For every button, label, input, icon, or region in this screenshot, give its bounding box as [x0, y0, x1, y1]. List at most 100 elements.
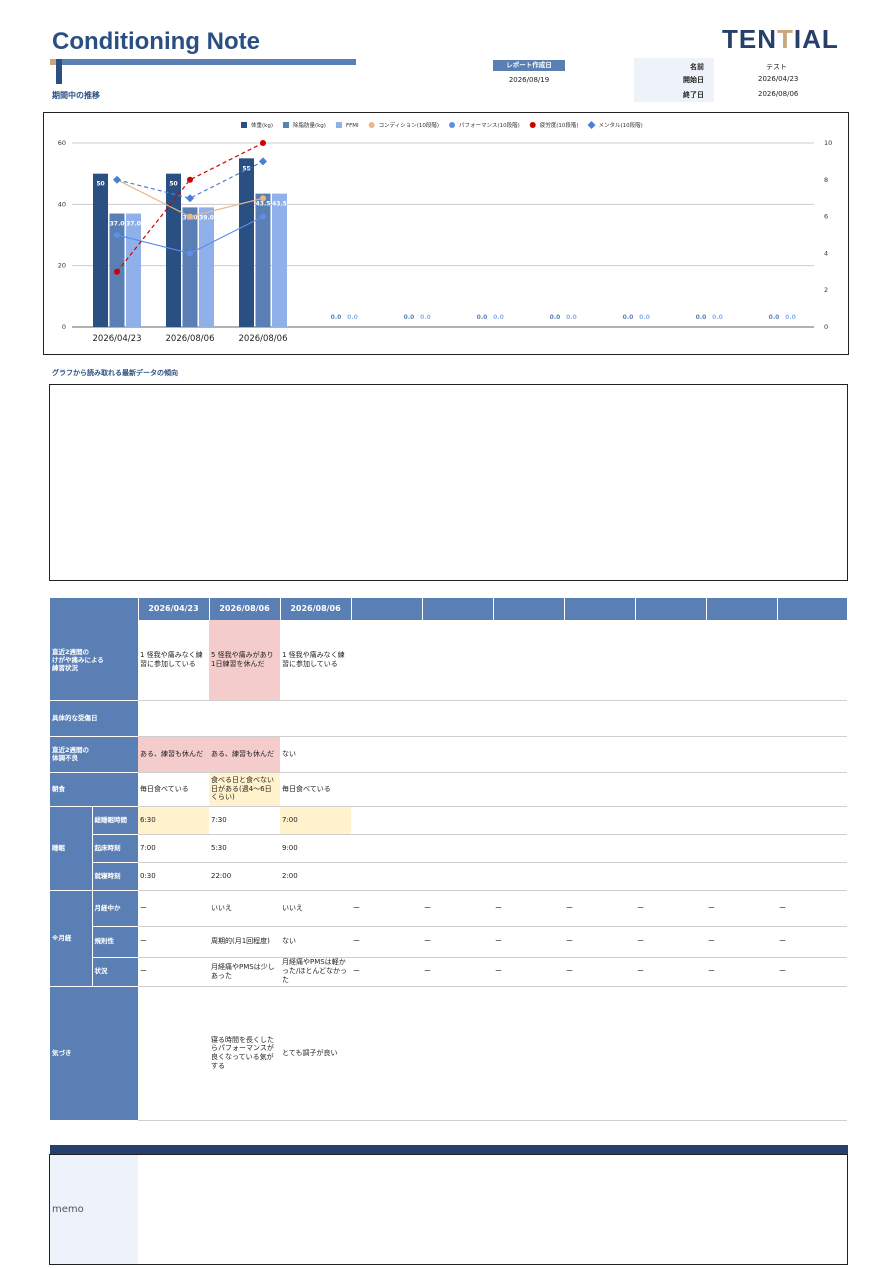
data-label: 37.0	[126, 221, 141, 228]
memo-header-bar	[50, 1145, 848, 1154]
legend-swatch	[587, 121, 596, 129]
sleep-total-cell: 6:30	[138, 806, 209, 835]
memo-label: memo	[52, 1204, 84, 1215]
date-col-1: 2026/08/06	[209, 598, 281, 620]
data-label: 0.0	[566, 314, 577, 321]
bar	[239, 158, 254, 327]
data-label-bg	[255, 198, 271, 208]
trend-section-label: グラフから読み取れる最新データの傾向	[52, 369, 178, 377]
memo-text-area[interactable]	[49, 1154, 848, 1265]
y-left-tick: 0	[62, 323, 66, 331]
table-row: ※月経 月経中か ー いいえ いいえ ー ー ー ー ー ー ー	[50, 890, 847, 987]
notes-cell-empty	[351, 986, 847, 1121]
data-label: 0.0	[404, 314, 415, 321]
breakfast-row-label: 朝食	[50, 772, 138, 807]
regularity-cell: ー	[422, 926, 493, 958]
table-row: 就寝時刻 0:30 22:00 2:00	[50, 862, 847, 891]
y-right-tick: 2	[824, 286, 828, 294]
notes-cell	[138, 986, 209, 1121]
date-col-3	[351, 598, 423, 620]
regularity-cell: ー	[706, 926, 777, 958]
legend-label: FFMI	[346, 123, 359, 129]
menses-now-cell: いいえ	[209, 890, 280, 927]
y-right-tick: 0	[824, 323, 828, 331]
notes-row-label: 気づき	[50, 986, 138, 1121]
menses-now-label: 月経中か	[91, 890, 138, 927]
series-point	[187, 176, 193, 183]
menses-now-cell: いいえ	[280, 890, 351, 927]
menses-now-cell: ー	[138, 890, 209, 927]
injury-row-label: 直近2週間の けがや痛みによる 練習状況	[50, 620, 138, 701]
sleep-total-empty	[351, 806, 847, 835]
data-label: 0.0	[639, 314, 650, 321]
table-row: 睡眠 総睡眠時間 6:30 7:30 7:00	[50, 806, 847, 891]
bar	[272, 193, 287, 327]
injury-cell: 1 怪我や痛みなく練習に参加している	[138, 620, 209, 701]
breakfast-cell: 毎日食べている	[138, 772, 209, 807]
menses-condition-cell: 月経痛やPMSは少しあった	[209, 957, 280, 987]
date-col-8	[706, 598, 778, 620]
bar	[255, 193, 271, 327]
trend-text-area[interactable]	[49, 384, 848, 581]
illness-cell: ない	[280, 736, 351, 773]
y-left-tick: 60	[58, 139, 66, 147]
regularity-cell: ない	[280, 926, 351, 958]
menses-now-cell: ー	[706, 890, 777, 927]
x-tick: 2026/08/06	[239, 334, 288, 344]
table-row: 状況 ー 月経痛やPMSは少しあった 月経痛やPMSは軽かった/ほとんどなかった…	[50, 957, 847, 987]
regularity-cell: ー	[493, 926, 564, 958]
name-label: 名前	[690, 63, 704, 71]
notes-cell: とても調子が良い	[280, 986, 351, 1121]
injury-date-row-label: 具体的な受傷日	[50, 700, 138, 737]
data-label: 39.0	[199, 214, 214, 221]
y-left-tick: 40	[58, 200, 66, 208]
illness-cell-empty	[351, 736, 847, 773]
data-label: 37.0	[110, 221, 125, 228]
y-right-tick: 4	[824, 249, 828, 257]
series-point	[260, 213, 266, 220]
series-point	[113, 175, 121, 184]
regularity-label: 規則性	[91, 926, 138, 958]
x-tick: 2026/08/06	[166, 334, 215, 344]
data-label: 55	[242, 165, 250, 172]
trend-chart: 0 20 40 60 0 2 4 6 8 10 50 50 55 37.0 39.0 43.5 0.0 0.0 0.…	[43, 112, 849, 355]
series-line	[116, 142, 264, 273]
data-label: 0.0	[477, 314, 488, 321]
table-row: 気づき 寝る時間を長くしたらパフォーマンスが良くなっている気がする とても調子が…	[50, 986, 847, 1121]
menses-now-cell: ー	[493, 890, 564, 927]
start-date-label: 開始日	[683, 76, 704, 84]
illness-cell: ある、練習も休んだ	[138, 736, 209, 773]
data-label-bg	[126, 218, 141, 228]
series-point	[114, 232, 120, 238]
menses-condition-cell: ー	[635, 957, 706, 987]
series-point	[114, 268, 120, 275]
series-point	[259, 157, 267, 166]
table-row: 朝食 毎日食べている 食べる日と食べない日がある(週4〜6日くらい) 毎日食べて…	[50, 772, 847, 807]
date-col-7	[635, 598, 707, 620]
bed-time-empty	[351, 862, 847, 891]
end-date-value: 2026/08/06	[758, 90, 799, 98]
menses-now-cell: ー	[635, 890, 706, 927]
legend-swatch	[335, 122, 342, 128]
title-underline	[50, 59, 356, 65]
legend-swatch	[529, 122, 536, 128]
regularity-cell: ー	[351, 926, 422, 958]
data-label: 0.0	[550, 314, 561, 321]
table-row: 起床時刻 7:00 5:30 9:00	[50, 834, 847, 863]
regularity-cell: 周期的(月1回程度)	[209, 926, 280, 958]
sleep-total-cell: 7:30	[209, 806, 280, 835]
legend-label: パフォーマンス(10段階)	[459, 121, 520, 129]
info-panel	[634, 58, 714, 102]
name-value: テスト	[766, 63, 787, 71]
data-label: 0.0	[493, 314, 504, 321]
sleep-row-label: 睡眠	[50, 806, 92, 891]
y-left-tick: 20	[58, 262, 66, 270]
menses-condition-cell: ー	[706, 957, 777, 987]
injury-cell: 1 怪我や痛みなく練習に参加している	[280, 620, 351, 701]
series-line	[116, 160, 264, 199]
series-point	[187, 250, 193, 257]
y-right-tick: 8	[824, 176, 828, 184]
report-date-label: レポート作成日	[493, 60, 565, 71]
regularity-cell: ー	[564, 926, 635, 958]
menses-condition-label: 状況	[91, 957, 138, 987]
